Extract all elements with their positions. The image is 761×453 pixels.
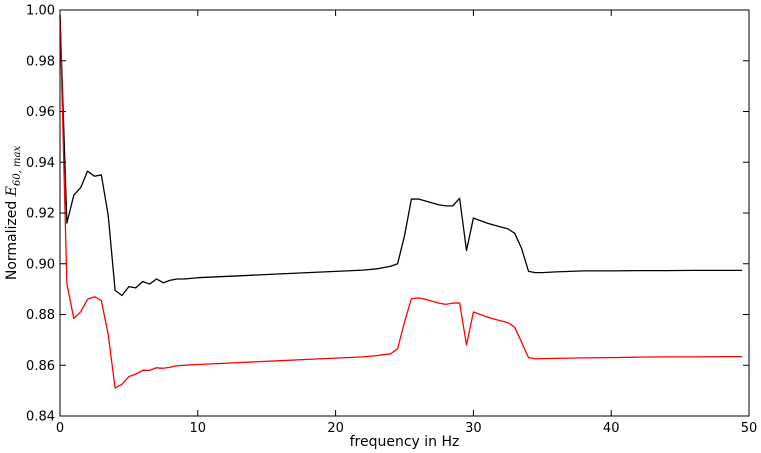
y-axis-label-subscript: 60, max bbox=[12, 146, 23, 187]
svg-text:Normalized E60, max: Normalized E60, max bbox=[4, 146, 23, 281]
series-group bbox=[59, 15, 743, 389]
y-tick-label: 0.98 bbox=[26, 54, 55, 69]
y-axis-label: Normalized E60, max bbox=[4, 146, 23, 281]
plot-frame bbox=[59, 9, 750, 417]
x-tick-label: 20 bbox=[327, 421, 344, 436]
y-tick-label: 1.00 bbox=[26, 4, 55, 19]
x-axis-label: frequency in Hz bbox=[350, 434, 460, 450]
series-line-1 bbox=[59, 15, 743, 297]
y-tick-label: 0.92 bbox=[26, 207, 55, 222]
y-tick-label: 0.94 bbox=[26, 156, 55, 171]
y-tick-label: 0.88 bbox=[26, 308, 55, 323]
y-axis-label-math: E bbox=[4, 186, 20, 197]
plot-area bbox=[60, 10, 749, 416]
y-tick-label: 0.84 bbox=[26, 410, 55, 425]
x-tick-label: 50 bbox=[741, 421, 758, 436]
x-tick-label: 30 bbox=[465, 421, 482, 436]
y-tick-label: 0.90 bbox=[26, 257, 55, 272]
x-tick-label: 40 bbox=[603, 421, 620, 436]
x-tick-label: 0 bbox=[56, 421, 64, 436]
y-tick-label: 0.96 bbox=[26, 105, 55, 120]
series-line-2 bbox=[59, 15, 743, 389]
y-tick-label: 0.86 bbox=[26, 359, 55, 374]
y-axis-label-text: Normalized bbox=[4, 196, 20, 280]
x-tick-label: 10 bbox=[190, 421, 207, 436]
